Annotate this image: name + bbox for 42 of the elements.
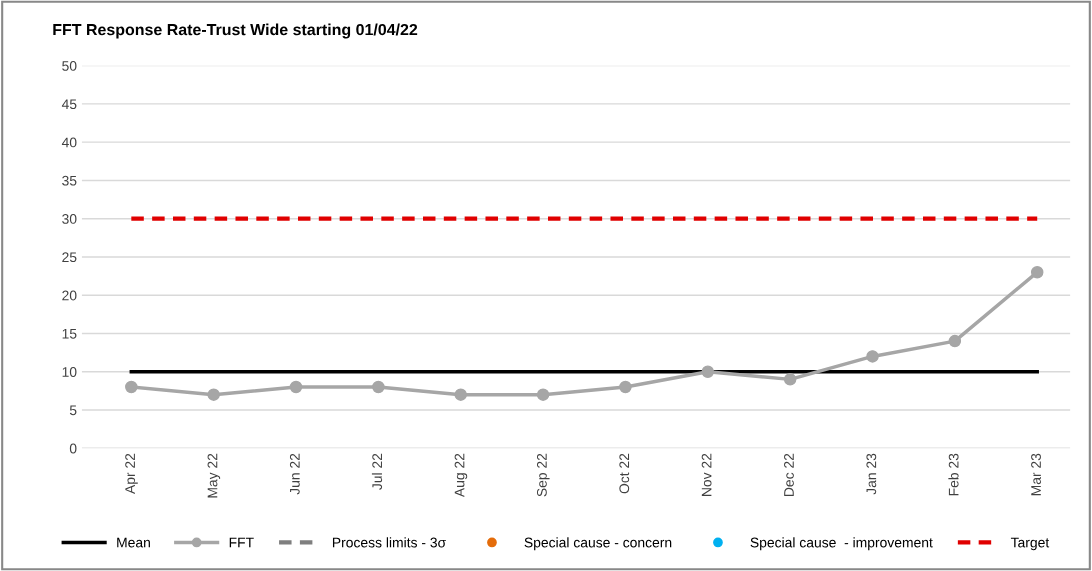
point [783,373,797,386]
legend-label: Special cause - improvement [750,537,933,551]
point [454,388,467,401]
y-tick-label: 40 [61,137,77,148]
y-tick-label: 5 [69,405,77,416]
point [948,334,962,348]
y-tick-label: 25 [62,252,77,263]
x-tick-label: Feb 23 [948,453,959,496]
legend-label: Target [1010,537,1050,551]
legend-label: Mean [117,537,150,548]
y-tick-label: 10 [62,367,77,377]
chart-title: FFT Response Rate-Trust Wide starting 01/04/22 [53,23,418,39]
legend-label: Process limits - 3σ [332,537,446,548]
x-tick-label: Apr 22 [125,453,138,494]
x-tick-label: Dec 22 [784,453,794,496]
x-tick-label: Mar 23 [1031,453,1041,496]
point [536,388,550,401]
y-tick-label: 15 [62,328,77,339]
legend-label: Special cause - concern [524,537,672,551]
x-tick-label: Jan 23 [866,453,877,495]
legend-label: FFT [229,537,254,548]
y-tick-label: 20 [62,290,77,301]
x-tick-label: Jul 22 [371,453,383,490]
point [125,380,138,394]
point [866,350,879,363]
y-tick-label: 50 [62,61,77,71]
y-tick-label: 35 [62,175,77,186]
point [701,365,715,378]
x-tick-label: May 22 [207,453,221,498]
x-tick-label: Jun 22 [289,453,300,495]
point [619,380,632,394]
y-tick-label: 30 [62,214,77,224]
x-tick-label: Aug 22 [454,453,468,498]
point [289,380,303,394]
y-tick-label: 45 [61,99,77,110]
x-tick-label: Oct 22 [619,453,630,494]
x-tick-label: Nov 22 [701,453,712,496]
point [1030,266,1044,279]
x-tick-label: Sep 22 [536,453,550,497]
point [207,388,220,401]
point [372,380,385,394]
y-tick-label: 0 [69,443,77,454]
